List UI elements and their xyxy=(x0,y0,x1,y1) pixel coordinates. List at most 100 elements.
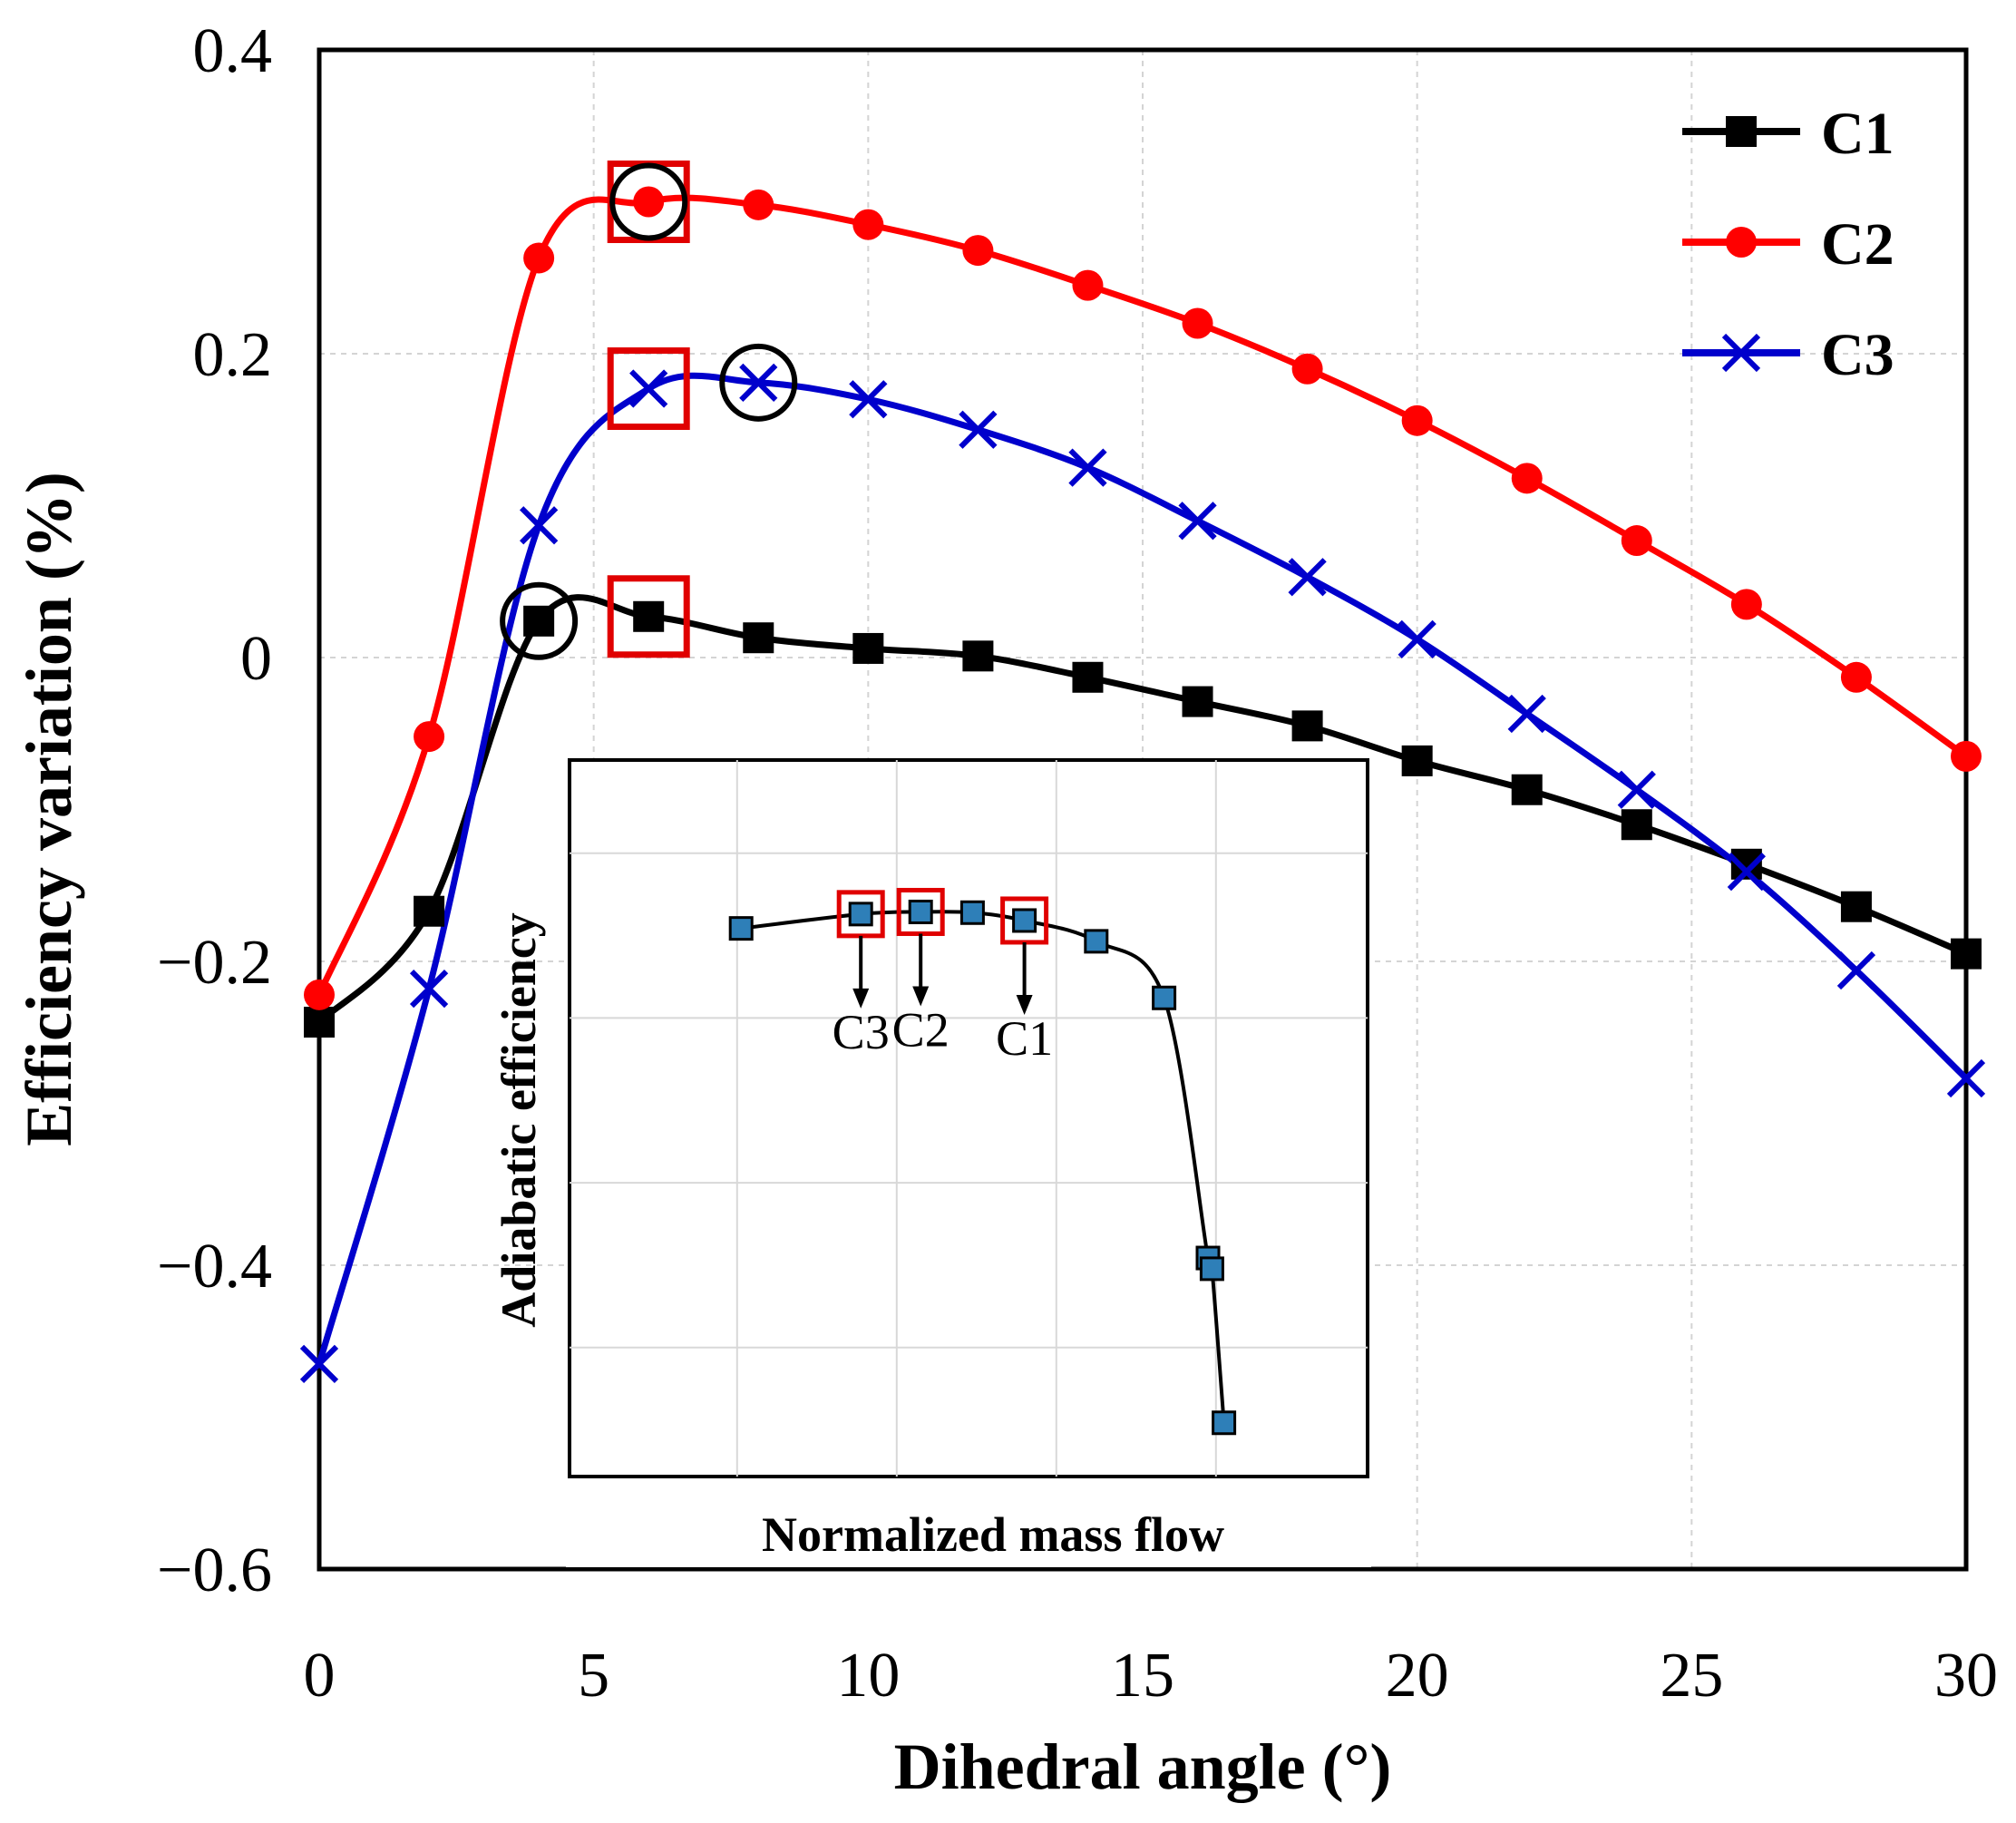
inset-point xyxy=(1152,985,1177,1010)
data-point-c1 xyxy=(304,1007,335,1038)
inset-arrow-head xyxy=(1016,994,1033,1015)
highlight-circle xyxy=(609,162,688,241)
legend-label-c1: C1 xyxy=(1821,101,1894,167)
x-tick-label: 10 xyxy=(836,1641,900,1711)
data-point-c2 xyxy=(1621,525,1652,557)
data-point-c1 xyxy=(1951,938,1982,970)
data-point-c2 xyxy=(1182,307,1213,339)
inset-background xyxy=(566,760,1371,1567)
inset-point xyxy=(1084,929,1109,954)
x-axis-title: Dihedral angle (°) xyxy=(894,1730,1392,1803)
inset-point xyxy=(1199,1256,1224,1282)
inset-point xyxy=(1012,908,1037,933)
inset-arrow-head xyxy=(912,986,930,1007)
data-point-c3 xyxy=(1946,1058,1986,1098)
data-point-c1 xyxy=(1072,661,1104,693)
data-point-c2 xyxy=(1730,589,1762,620)
x-tick-label: 0 xyxy=(304,1641,336,1711)
x-tick-label: 30 xyxy=(1934,1641,1998,1711)
data-point-c2 xyxy=(962,235,994,267)
data-point-c1 xyxy=(743,622,774,654)
x-tick-label: 15 xyxy=(1111,1641,1174,1711)
highlight-square xyxy=(607,575,690,658)
x-tick-label: 20 xyxy=(1386,1641,1449,1711)
data-point-c3 xyxy=(629,369,668,408)
highlight-square xyxy=(607,347,690,431)
x-tick-label: 5 xyxy=(578,1641,609,1711)
data-point-c1 xyxy=(1621,809,1652,841)
data-point-c2 xyxy=(1291,353,1323,385)
inset-point xyxy=(728,916,754,941)
y-axis-title: Efficiency variation (%) xyxy=(13,472,85,1146)
y-tick-label: 0 xyxy=(240,624,272,694)
y-tick-label: 0.2 xyxy=(193,320,273,390)
inset-arrow-head xyxy=(852,988,870,1009)
data-point-c1 xyxy=(633,600,665,632)
data-point-c1 xyxy=(414,895,445,927)
data-point-c2 xyxy=(1951,740,1982,772)
data-point-c3 xyxy=(299,1344,339,1384)
data-point-c3 xyxy=(409,970,449,1009)
y-tick-label: −0.6 xyxy=(157,1535,272,1605)
data-point-c1 xyxy=(1291,710,1323,742)
x-tick-label: 25 xyxy=(1660,1641,1723,1711)
data-point-c1 xyxy=(1511,774,1543,805)
legend-label-c2: C2 xyxy=(1821,211,1894,278)
data-point-c3 xyxy=(1727,853,1766,892)
inset-point xyxy=(1212,1410,1237,1436)
data-point-c2 xyxy=(852,209,884,240)
legend-marker-c2 xyxy=(1726,227,1757,258)
data-point-c3 xyxy=(849,380,888,419)
data-point-c2 xyxy=(414,721,445,753)
inset-point xyxy=(959,900,985,925)
inset-frame xyxy=(568,758,1369,1478)
highlight-marks xyxy=(500,161,798,660)
data-point-c1 xyxy=(523,605,555,637)
data-point-c3 xyxy=(739,363,778,402)
data-point-c1 xyxy=(1840,891,1872,922)
data-point-c2 xyxy=(743,189,774,220)
data-point-c3 xyxy=(1507,694,1546,734)
data-point-c3 xyxy=(1398,619,1437,659)
data-point-c1 xyxy=(1401,745,1433,776)
data-point-c1 xyxy=(852,632,884,664)
data-point-c2 xyxy=(633,186,665,218)
y-tick-labels: 0.4 0.2 0 −0.2 −0.4 −0.6 xyxy=(157,16,272,1605)
highlight-circle xyxy=(500,581,579,660)
inset-point xyxy=(908,899,933,924)
y-tick-label: −0.2 xyxy=(157,928,272,998)
data-point-c3 xyxy=(1068,448,1107,487)
highlight-circle xyxy=(719,343,798,422)
data-point-c3 xyxy=(520,506,559,545)
y-tick-label: 0.4 xyxy=(193,16,273,86)
inset-annotation-label: C1 xyxy=(996,1011,1053,1066)
legend-label-c3: C3 xyxy=(1821,322,1894,388)
data-point-c2 xyxy=(1072,269,1104,301)
data-point-c2 xyxy=(1840,661,1872,693)
inset-x-axis-title: Normalized mass flow xyxy=(762,1507,1224,1562)
inset-annotation-label: C2 xyxy=(892,1002,950,1057)
inset-chart: C3 C2 C1 Normalized mass flow Adiabatic effi… xyxy=(492,758,1371,1567)
data-point-c3 xyxy=(1288,558,1327,597)
data-point-c2 xyxy=(304,979,335,1010)
data-point-c3 xyxy=(1836,950,1876,990)
x-tick-labels: 0 5 10 15 20 25 30 xyxy=(304,1641,1999,1711)
inset-point xyxy=(848,902,873,927)
data-point-c2 xyxy=(1401,405,1433,436)
inset-annotation-label: C3 xyxy=(833,1005,890,1059)
plot-frame xyxy=(317,47,1969,1572)
data-point-c2 xyxy=(1511,463,1543,494)
legend-marker-c1 xyxy=(1726,116,1757,147)
data-point-c1 xyxy=(962,640,994,672)
data-point-c2 xyxy=(523,242,555,274)
y-tick-label: −0.4 xyxy=(157,1232,272,1301)
inset-y-axis-title: Adiabatic efficiency xyxy=(492,912,546,1327)
legend-marker-c3 xyxy=(1721,333,1761,373)
data-point-c3 xyxy=(1178,502,1217,541)
series-markers xyxy=(299,186,1986,1384)
data-point-c3 xyxy=(959,410,998,449)
data-point-c1 xyxy=(1182,686,1213,717)
data-point-c3 xyxy=(1617,770,1656,809)
legend: C1 C2 C3 xyxy=(1682,101,1894,388)
